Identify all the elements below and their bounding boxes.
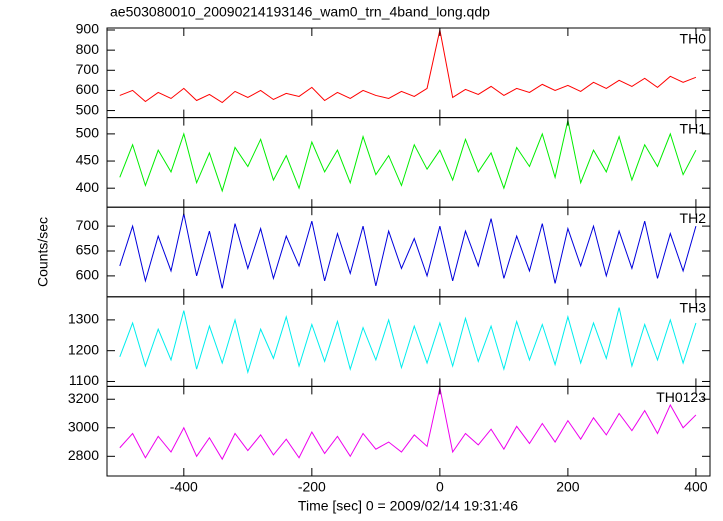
chart-title: ae503080010_20090214193146_wam0_trn_4ban… [110,4,490,20]
panel-label: TH3 [680,300,707,316]
y-tick-label: 1300 [68,311,99,327]
panel-label: TH0123 [656,389,706,405]
x-tick-label: 400 [684,479,708,495]
y-tick-label: 600 [76,81,100,97]
panel-label: TH1 [680,120,707,136]
y-tick-label: 3200 [68,390,99,406]
y-tick-label: 700 [76,61,100,77]
x-tick-label: -400 [170,479,198,495]
y-tick-label: 900 [76,21,100,37]
series-line [119,387,697,461]
panel-frame [106,27,711,119]
panel-label: TH0 [680,31,707,47]
y-tick-label: 1100 [69,372,99,388]
y-tick-label: 3000 [68,418,99,434]
panel-label: TH2 [680,210,707,226]
x-axis-label: Time [sec] 0 = 2009/02/14 19:31:46 [298,498,518,514]
y-tick-label: 400 [76,179,100,195]
y-tick-label: 650 [76,242,100,258]
y-tick-label: 500 [76,101,100,117]
y-tick-label: 500 [76,125,100,141]
y-tick-label: 450 [76,152,100,168]
series-line [119,213,697,289]
x-tick-label: 200 [556,479,580,495]
y-tick-label: 700 [76,217,100,233]
panel-frame [106,385,711,477]
y-tick-label: 600 [76,267,100,283]
x-tick-label: 0 [436,479,444,495]
y-tick-label: 1200 [68,341,99,357]
series-line [119,29,697,104]
y-tick-label: 800 [76,41,100,57]
series-line [119,120,697,193]
x-tick-label: -200 [298,479,326,495]
y-axis-label: Counts/sec [35,217,51,287]
series-line [119,307,697,375]
y-tick-label: 2800 [68,447,99,463]
